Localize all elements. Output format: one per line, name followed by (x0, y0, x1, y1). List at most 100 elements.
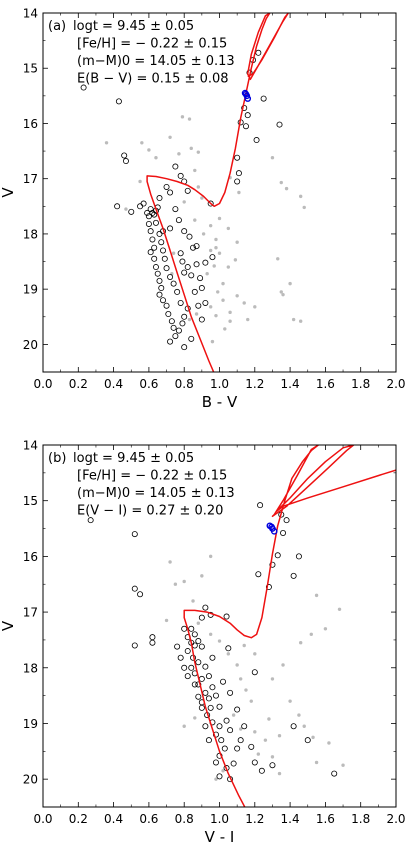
member-star-point (149, 634, 156, 641)
y-tick-label: 17 (23, 172, 38, 186)
member-star-point (167, 189, 174, 196)
field-star-point (168, 560, 172, 564)
member-star-point (198, 675, 205, 682)
field-star-point (314, 760, 319, 765)
member-star-point (149, 639, 156, 646)
member-star-point (212, 692, 219, 699)
y-tick-label: 18 (23, 661, 38, 675)
field-star-point (217, 639, 222, 643)
member-star-point (167, 338, 174, 345)
member-star-point (269, 762, 276, 769)
field-star-point (208, 223, 213, 228)
member-star-point (131, 585, 138, 592)
member-star-point (175, 327, 182, 334)
member-star-point (225, 645, 232, 652)
field-star-point (201, 232, 206, 236)
member-star-point (177, 250, 184, 257)
field-star-point (208, 554, 213, 559)
member-star-point (131, 642, 138, 649)
field-star-point (256, 752, 261, 756)
member-star-point (195, 302, 202, 309)
member-star-point (290, 723, 297, 730)
x-tick-label: 1.6 (316, 377, 335, 391)
y-tick-label: 20 (23, 338, 38, 352)
member-star-point (207, 200, 214, 207)
member-star-point (175, 217, 182, 224)
member-star-point (274, 552, 281, 559)
field-star-point (182, 724, 186, 728)
annotation-text: E(B − V) = 0.15 ± 0.08 (77, 72, 229, 87)
field-star-point (231, 713, 236, 717)
member-star-point (276, 121, 283, 128)
member-star-point (216, 703, 223, 710)
member-star-point (195, 693, 202, 700)
member-star-point (145, 213, 152, 220)
x-axis-label: B - V (202, 393, 238, 411)
member-star-point (223, 717, 230, 724)
field-star-point (177, 152, 181, 156)
annotation-text: logt = 9.45 ± 0.05 (73, 451, 194, 466)
x-tick-label: 0.4 (104, 377, 123, 391)
x-tick-label: 2.0 (386, 377, 405, 391)
field-star-point (226, 265, 231, 269)
field-star-point (154, 156, 158, 160)
chart-panel-a: 0.0 0.2 0.4 0.6 0.8 1.0 1.2 1.4 1.6 1.8 2.0 14 15 16 1… (0, 7, 406, 412)
field-star-point (182, 200, 186, 204)
member-star-point (248, 743, 255, 750)
red-clump-point (268, 523, 275, 531)
field-star-point (276, 257, 280, 261)
member-star-point (191, 642, 198, 649)
member-star-point (156, 195, 163, 202)
member-star-point (152, 219, 159, 226)
member-star-point (253, 137, 260, 144)
field-star-point (242, 301, 246, 305)
y-tick-label: 14 (23, 439, 38, 453)
field-star-point (263, 738, 268, 742)
member-star-point (181, 625, 188, 632)
member-star-point (168, 318, 175, 325)
field-star-point (238, 677, 243, 681)
member-star-point (184, 673, 191, 680)
field-star-point (270, 755, 275, 759)
y-axis-label: V (0, 187, 17, 198)
field-star-point (221, 298, 225, 302)
member-star-point (202, 259, 209, 266)
member-star-point (188, 335, 195, 342)
member-star-point (331, 770, 338, 777)
x-tick-label: 0.8 (175, 377, 194, 391)
y-tick-label: 20 (23, 773, 38, 787)
member-star-point (160, 247, 167, 254)
field-star-point (140, 141, 144, 145)
field-star-point (221, 769, 225, 773)
member-star-point (202, 604, 209, 611)
field-star-point (235, 240, 239, 244)
field-star-point (196, 621, 201, 625)
field-star-point (253, 730, 257, 734)
member-star-point (156, 291, 163, 298)
field-star-point (270, 677, 275, 681)
field-star-point (208, 305, 213, 309)
panel-label: (b) (48, 451, 66, 466)
field-star-point (242, 643, 246, 648)
member-star-point (209, 254, 216, 261)
member-star-point (165, 311, 172, 318)
member-star-point (184, 648, 191, 655)
member-star-point (218, 737, 225, 744)
member-star-point (172, 206, 179, 213)
field-star-point (180, 115, 185, 119)
member-star-point (209, 654, 216, 661)
field-star-point (164, 618, 169, 623)
member-star-point (184, 187, 191, 194)
field-star-point (249, 699, 253, 703)
member-star-point (174, 288, 181, 295)
member-star-point (258, 767, 265, 774)
field-star-point (238, 727, 243, 731)
field-star-point (302, 205, 306, 210)
field-star-point (210, 339, 215, 344)
member-star-point (188, 664, 195, 671)
member-star-point (147, 206, 154, 213)
x-tick-label: 1.4 (281, 812, 300, 826)
field-star-point (267, 717, 271, 721)
field-star-point (193, 168, 197, 173)
member-star-point (190, 244, 197, 251)
